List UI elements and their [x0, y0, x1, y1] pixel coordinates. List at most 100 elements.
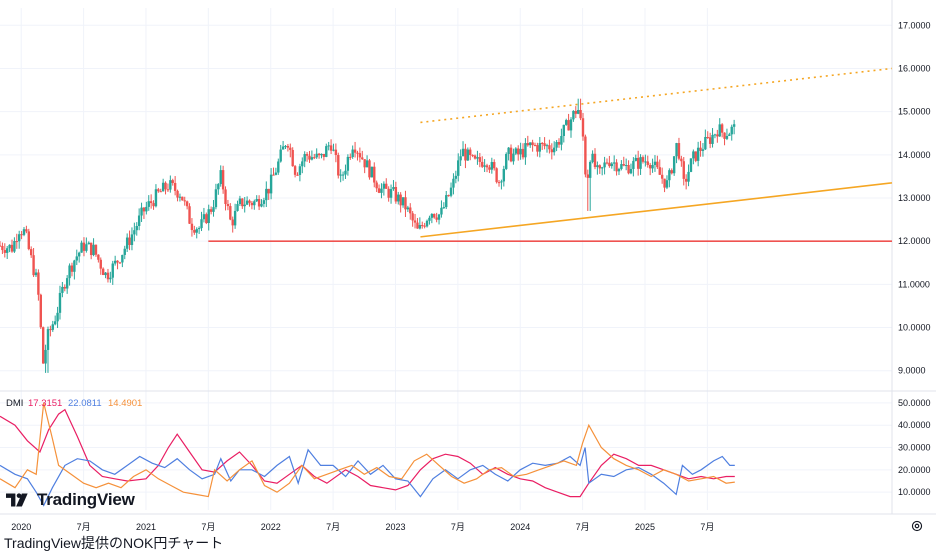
candle-body	[708, 137, 712, 144]
candle-body	[716, 134, 719, 137]
candle-body	[557, 142, 561, 145]
candle-body	[545, 145, 549, 147]
candle-body	[46, 329, 50, 350]
adx-value: 14.4901	[108, 398, 142, 409]
candle-body	[320, 153, 323, 156]
candle-body	[543, 143, 546, 147]
candle-body	[591, 153, 594, 162]
candle-body	[257, 198, 261, 207]
dmi-title: DMI	[6, 398, 23, 409]
candle-body	[588, 161, 592, 178]
candle-body	[380, 188, 383, 193]
candle-body	[672, 156, 676, 174]
candle-body	[17, 234, 21, 242]
candle-body	[612, 162, 616, 164]
candle-body	[164, 182, 167, 190]
candle-body	[361, 157, 364, 160]
candle-body	[116, 260, 119, 263]
candle-body	[421, 225, 424, 227]
candle-body	[241, 198, 244, 207]
candle-body	[286, 145, 290, 148]
candle-body	[212, 207, 215, 212]
candle-body	[641, 157, 645, 162]
candle-body	[317, 153, 321, 156]
candle-body	[646, 161, 649, 165]
tradingview-logo[interactable]: TradingView	[6, 490, 135, 510]
candle-body	[92, 244, 95, 256]
candle-body	[548, 145, 551, 150]
candle-body	[610, 163, 613, 167]
candle-body	[632, 160, 635, 169]
candle-body	[332, 149, 335, 151]
candle-body	[704, 136, 707, 150]
candle-body	[519, 148, 522, 155]
candle-body	[37, 272, 40, 295]
candle-body	[454, 175, 458, 179]
channel-line	[420, 67, 893, 124]
candle-body	[291, 149, 294, 167]
candle-body	[121, 254, 124, 263]
candle-body	[404, 197, 407, 210]
candle-body	[538, 143, 542, 152]
gear-icon[interactable]	[910, 519, 924, 533]
candle-body	[313, 157, 316, 159]
candle-body	[44, 349, 47, 364]
axes: 17.0000 16.0000 15.0000 14.0000 13.0000 12.00…	[11, 20, 930, 532]
candle-body	[481, 161, 484, 167]
candle-body	[238, 198, 242, 205]
candle-body	[310, 157, 314, 160]
candle-body	[574, 110, 577, 114]
candle-body	[61, 286, 64, 293]
candle-body	[370, 166, 374, 178]
candle-body	[478, 157, 482, 162]
candle-body	[720, 124, 724, 133]
candle-body	[274, 172, 278, 175]
candle-body	[99, 259, 102, 269]
candle-body	[80, 242, 83, 253]
grid	[0, 0, 936, 515]
candle-body	[185, 201, 189, 207]
candle-body	[644, 161, 647, 163]
candle-body	[433, 213, 436, 218]
candle-body	[648, 164, 652, 169]
candle-body	[207, 209, 210, 224]
candle-body	[82, 242, 86, 251]
candle-body	[605, 162, 609, 164]
dmi-tick-label: 50.0000	[898, 398, 931, 408]
candle-body	[675, 143, 678, 157]
chart-caption: TradingView提供のNOK円チャート	[4, 535, 224, 551]
candle-body	[495, 168, 498, 183]
time-tick-label: 2023	[385, 522, 405, 532]
time-tick-label: 2021	[136, 522, 156, 532]
candle-body	[130, 234, 134, 245]
candle-body	[128, 237, 131, 245]
price-tick-label: 14.0000	[898, 150, 931, 160]
candle-body	[437, 214, 441, 220]
candle-body	[337, 155, 340, 176]
candle-body	[229, 206, 232, 220]
candle-body	[445, 195, 448, 208]
candle-body	[694, 151, 697, 161]
candle-body	[85, 244, 88, 251]
candle-body	[449, 187, 453, 196]
candle-body	[49, 329, 52, 331]
candle-body	[593, 153, 597, 168]
candle-body	[509, 147, 513, 162]
candle-body	[154, 189, 158, 207]
candle-body	[173, 182, 177, 191]
candle-body	[732, 124, 736, 127]
candle-body	[267, 188, 270, 194]
dmi-tick-label: 30.0000	[898, 443, 931, 453]
candle-body	[265, 188, 268, 201]
candle-body	[502, 168, 506, 182]
candle-body	[493, 162, 496, 169]
candle-body	[639, 157, 642, 169]
candle-body	[250, 202, 254, 206]
candle-body	[517, 148, 520, 155]
candle-body	[490, 162, 494, 170]
candle-body	[231, 219, 234, 226]
candle-body	[303, 154, 306, 162]
price-tick-label: 9.0000	[898, 366, 926, 376]
candle-body	[392, 187, 395, 190]
